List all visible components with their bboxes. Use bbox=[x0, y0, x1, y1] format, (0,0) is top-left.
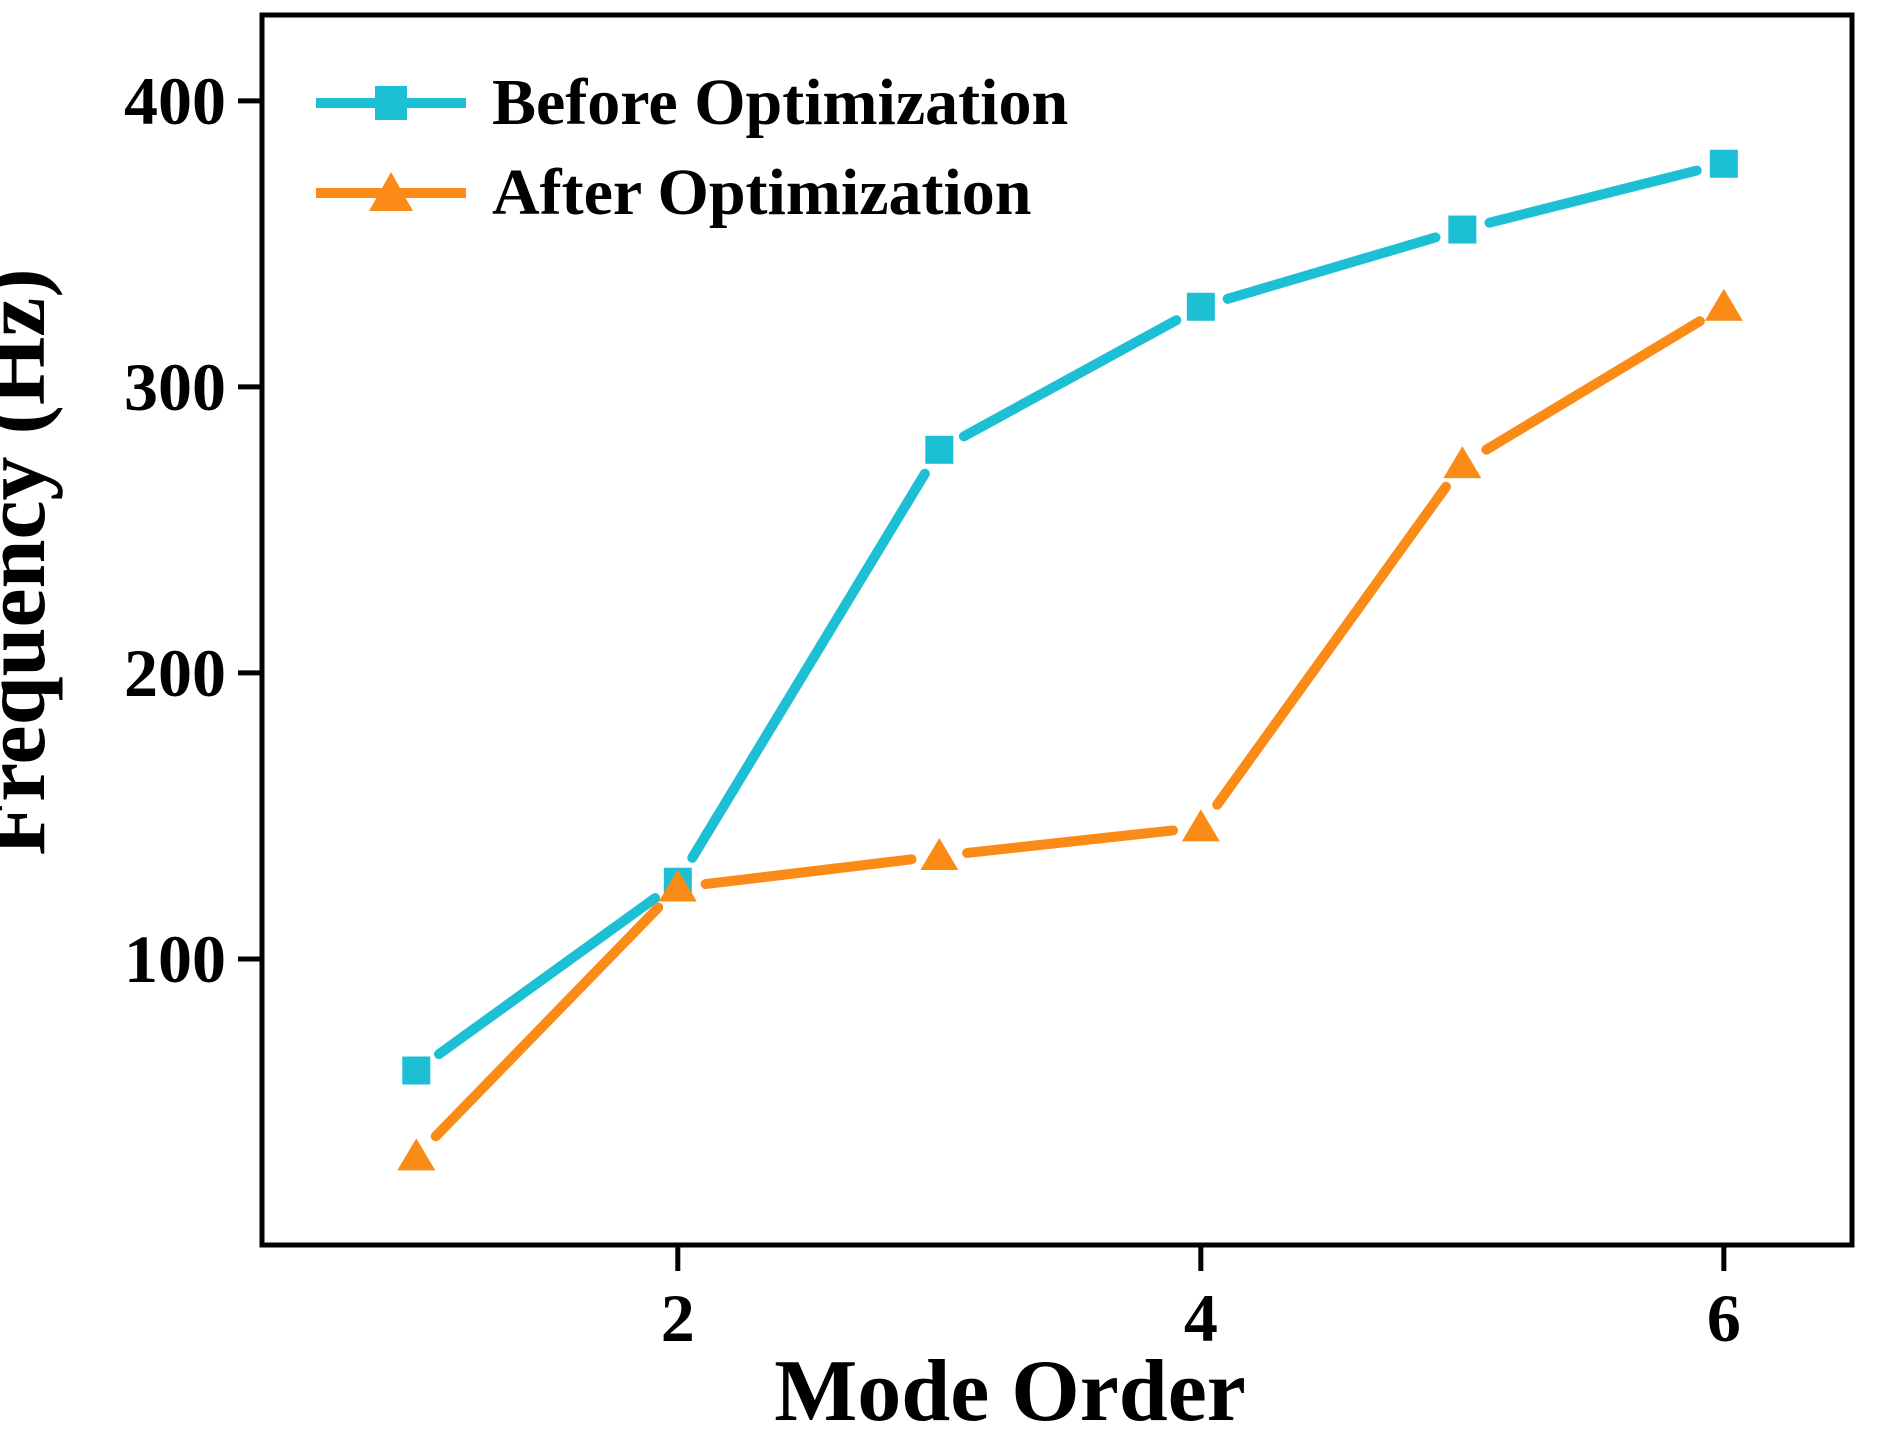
y-tick-label: 200 bbox=[124, 635, 226, 711]
x-tick-label: 6 bbox=[1707, 1280, 1741, 1356]
data-series bbox=[397, 149, 1743, 1171]
x-axis: 2 4 6 bbox=[661, 1245, 1741, 1356]
triangle-marker bbox=[1704, 288, 1743, 321]
series-square bbox=[402, 149, 1738, 1085]
series-line-segment bbox=[430, 902, 664, 1142]
x-tick-label: 4 bbox=[1184, 1280, 1218, 1356]
square-marker bbox=[1448, 215, 1477, 244]
legend-item: After Optimization bbox=[316, 154, 1068, 232]
triangle-marker bbox=[658, 869, 697, 902]
legend: Before Optimization After Optimization bbox=[316, 64, 1068, 232]
series-line-segment bbox=[700, 854, 917, 890]
series-triangle bbox=[397, 288, 1743, 1171]
triangle-marker bbox=[1443, 446, 1482, 479]
x-tick-label: 2 bbox=[661, 1280, 695, 1356]
y-axis: 100 200 300 400 bbox=[124, 63, 262, 997]
y-tick-label: 400 bbox=[124, 63, 226, 139]
series-line-segment bbox=[1222, 232, 1441, 304]
series-line-segment bbox=[1212, 481, 1451, 810]
legend-item-label: After Optimization bbox=[492, 156, 1032, 229]
plot-frame-border bbox=[259, 12, 1855, 1248]
series-line-segment bbox=[687, 468, 930, 863]
square-marker bbox=[1709, 149, 1738, 178]
triangle-marker bbox=[397, 1138, 436, 1171]
square-marker bbox=[402, 1056, 431, 1085]
legend-item-label: Before Optimization bbox=[492, 66, 1069, 139]
triangle-marker bbox=[920, 837, 959, 870]
series-line-segment bbox=[1484, 165, 1702, 228]
square-marker bbox=[925, 435, 954, 464]
triangle-legend-key-icon bbox=[316, 172, 466, 211]
square-marker bbox=[375, 86, 407, 120]
plot-frame bbox=[259, 12, 1855, 1248]
series-line-segment bbox=[1481, 316, 1705, 455]
y-axis-title: Frequency (Hz) bbox=[0, 268, 64, 855]
series-line-segment bbox=[962, 825, 1178, 858]
x-axis-title: Mode Order bbox=[774, 1343, 1246, 1440]
y-tick-label: 100 bbox=[124, 921, 226, 997]
legend-item: Before Optimization bbox=[316, 64, 1068, 142]
square-legend-key-icon bbox=[316, 86, 466, 120]
y-tick-label: 300 bbox=[124, 349, 226, 425]
series-line-segment bbox=[958, 315, 1182, 442]
series-line-segment bbox=[433, 893, 661, 1060]
square-marker bbox=[1186, 292, 1215, 321]
triangle-marker bbox=[369, 172, 413, 211]
triangle-marker bbox=[1181, 809, 1220, 842]
